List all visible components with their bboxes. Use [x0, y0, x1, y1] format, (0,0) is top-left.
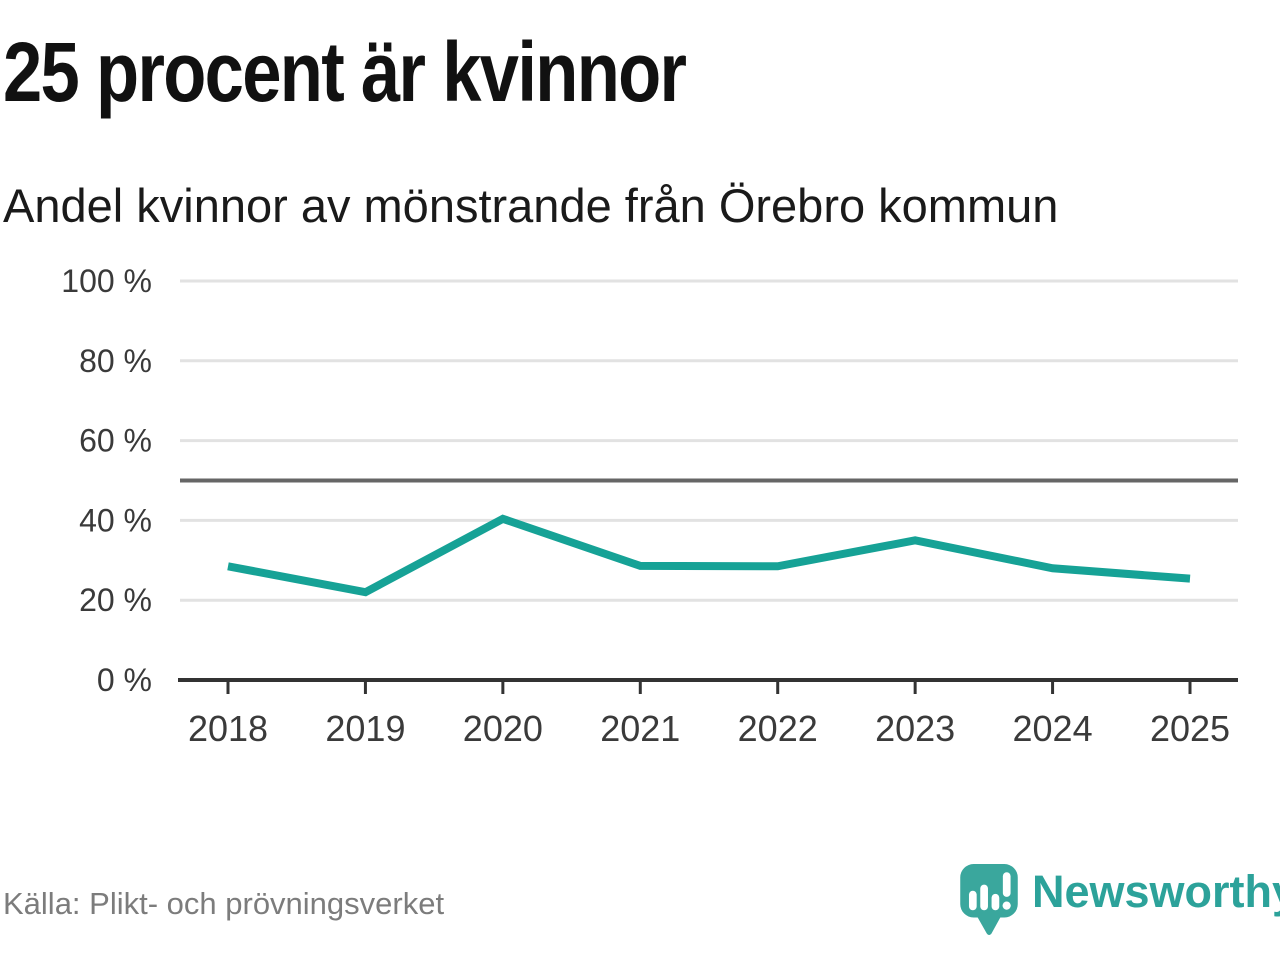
newsworthy-logo-icon: [960, 864, 1018, 935]
y-tick-label: 80 %: [79, 343, 152, 379]
chart-subtitle: Andel kvinnor av mönstrande från Örebro …: [3, 179, 1059, 232]
bar-icon: [991, 893, 1000, 911]
newsworthy-wordmark: Newsworthy: [1032, 866, 1280, 917]
y-tick-label: 60 %: [79, 423, 152, 459]
y-tick-label: 100 %: [61, 263, 152, 299]
y-tick-label: 0 %: [97, 662, 152, 698]
source-note: Källa: Plikt- och prövningsverket: [3, 886, 445, 921]
chart-title: 25 procent är kvinnor: [3, 25, 687, 119]
x-tick-label: 2019: [325, 708, 405, 749]
x-tick-label: 2024: [1013, 708, 1093, 749]
x-tick-label: 2022: [738, 708, 818, 749]
y-tick-label: 20 %: [79, 582, 152, 618]
bar-icon: [968, 890, 977, 911]
data-line: [227, 514, 1191, 597]
x-tick-label: 2023: [875, 708, 955, 749]
y-tick-label: 40 %: [79, 502, 152, 538]
x-tick-label: 2020: [463, 708, 543, 749]
x-tick-label: 2021: [600, 708, 680, 749]
newsworthy-logo: Newsworthy: [958, 862, 1280, 938]
bar-icon: [980, 884, 988, 911]
x-tick-label: 2025: [1150, 708, 1230, 749]
x-tick-label: 2018: [188, 708, 268, 749]
exclamation-icon: [1002, 872, 1011, 897]
exclamation-dot: [1002, 901, 1011, 910]
